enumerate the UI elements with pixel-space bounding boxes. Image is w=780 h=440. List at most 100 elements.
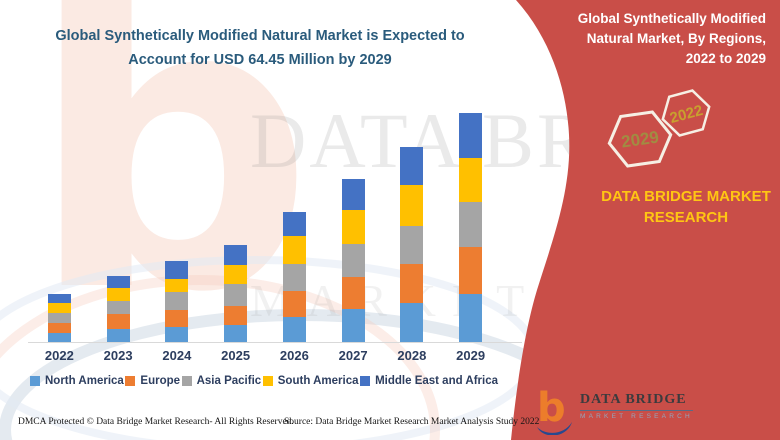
side-panel-title-line3: 2022 to 2029: [685, 51, 766, 66]
segment-north-america-2023: [106, 329, 130, 342]
segment-south-america-2026: [282, 236, 306, 264]
legend-swatch-middle-east-and-africa-icon: [360, 376, 371, 386]
footer-source: Source: Data Bridge Market Research Mark…: [284, 417, 540, 427]
stacked-bar-2026: [282, 211, 306, 342]
legend-item-asia-pacific: Asia Pacific: [181, 375, 262, 387]
footer-copyright: DMCA Protected © Data Bridge Market Rese…: [18, 417, 294, 427]
segment-asia-pacific-2027: [341, 243, 365, 278]
segment-asia-pacific-2023: [106, 300, 130, 314]
legend-swatch-europe-icon: [125, 376, 136, 386]
databridge-logo: b DATA BRIDGE MARKET RESEARCH: [536, 385, 693, 435]
segment-south-america-2022: [47, 303, 71, 314]
x-axis-label-2024: 2024: [162, 348, 192, 363]
segment-europe-2023: [106, 313, 130, 330]
segment-europe-2028: [400, 263, 424, 303]
legend-label-middle-east-and-africa: Middle East and Africa: [375, 375, 498, 387]
segment-north-america-2029: [459, 293, 483, 342]
legend-label-south-america: South America: [277, 375, 359, 387]
bar-group-2027: [324, 108, 383, 342]
bar-group-2022: [30, 108, 89, 342]
segment-asia-pacific-2025: [224, 283, 248, 307]
chart-title-line2: Account for USD 64.45 Million by 2029: [128, 52, 392, 68]
logo-subtitle: MARKET RESEARCH: [580, 410, 693, 420]
segment-north-america-2025: [224, 325, 248, 342]
legend-item-south-america: South America: [262, 375, 359, 387]
segment-europe-2025: [224, 306, 248, 326]
segment-north-america-2022: [47, 332, 71, 342]
bar-group-2028: [383, 108, 442, 342]
stacked-bar-2028: [400, 146, 424, 342]
segment-north-america-2024: [165, 327, 189, 342]
segment-europe-2022: [47, 322, 71, 333]
segment-middle-east-and-africa-2026: [282, 211, 306, 237]
side-panel-title-line1: Global Synthetically Modified: [577, 11, 766, 26]
segment-europe-2024: [165, 310, 189, 328]
segment-south-america-2024: [165, 279, 189, 293]
segment-north-america-2026: [282, 317, 306, 342]
bar-group-2023: [89, 108, 148, 342]
brand-name-text: DATA BRIDGE MARKET RESEARCH: [601, 188, 771, 226]
stacked-bar-2022: [47, 294, 71, 342]
segment-south-america-2029: [459, 157, 483, 203]
legend-swatch-north-america-icon: [30, 376, 40, 386]
segment-asia-pacific-2026: [282, 263, 306, 292]
segment-europe-2029: [459, 247, 483, 294]
stacked-bar-2025: [224, 245, 248, 342]
x-axis-label-2028: 2028: [397, 348, 427, 363]
legend-label-north-america: North America: [45, 375, 124, 387]
bar-group-2029: [441, 108, 500, 342]
side-panel-title: Global Synthetically Modified Natural Ma…: [578, 9, 766, 69]
stacked-bar-2029: [459, 113, 483, 342]
segment-middle-east-and-africa-2022: [47, 294, 71, 304]
svg-text:b: b: [537, 385, 566, 431]
segment-north-america-2027: [341, 309, 365, 342]
x-axis-line: [28, 342, 522, 343]
segment-south-america-2023: [106, 288, 130, 301]
side-panel-title-line2: Natural Market, By Regions,: [586, 31, 766, 46]
x-axis-label-2025: 2025: [221, 348, 251, 363]
legend-item-europe: Europe: [125, 375, 180, 387]
segment-north-america-2028: [400, 302, 424, 342]
segment-middle-east-and-africa-2023: [106, 276, 130, 289]
legend-label-europe: Europe: [140, 375, 181, 387]
segment-asia-pacific-2029: [459, 202, 483, 248]
databridge-logo-mark-icon: b: [537, 385, 572, 435]
chart-title-line1: Global Synthetically Modified Natural Ma…: [55, 28, 465, 44]
segment-europe-2027: [341, 277, 365, 310]
x-axis-label-2026: 2026: [279, 348, 309, 363]
legend-label-asia-pacific: Asia Pacific: [196, 375, 262, 387]
stacked-bar-2023: [106, 276, 130, 342]
chart-legend: North America Europe Asia Pacific South Ame…: [30, 375, 498, 387]
side-panel-background: [511, 0, 780, 440]
chart-title: Global Synthetically Modified Natural Ma…: [30, 24, 490, 72]
segment-asia-pacific-2022: [47, 313, 71, 323]
bar-group-2025: [206, 108, 265, 342]
x-axis-labels: 2022 2023 2024 2025 2026 2027 2028 2029: [30, 348, 500, 363]
segment-europe-2026: [282, 291, 306, 318]
databridge-logo-text: DATA BRIDGE MARKET RESEARCH: [580, 385, 693, 420]
segment-south-america-2027: [341, 210, 365, 244]
x-axis-label-2022: 2022: [44, 348, 74, 363]
stacked-bar-2024: [165, 261, 189, 342]
segment-middle-east-and-africa-2025: [224, 245, 248, 265]
legend-item-north-america: North America: [30, 375, 124, 387]
segment-asia-pacific-2024: [165, 292, 189, 311]
logo-name: DATA BRIDGE: [580, 392, 687, 407]
segment-middle-east-and-africa-2024: [165, 261, 189, 280]
segment-middle-east-and-africa-2028: [400, 146, 424, 186]
x-axis-label-2029: 2029: [456, 348, 486, 363]
stacked-bar-chart: [30, 108, 500, 342]
x-axis-label-2023: 2023: [103, 348, 133, 363]
stacked-bar-2027: [341, 178, 365, 342]
legend-swatch-asia-pacific-icon: [181, 376, 192, 386]
segment-middle-east-and-africa-2029: [459, 113, 483, 158]
segment-south-america-2028: [400, 185, 424, 227]
bar-group-2026: [265, 108, 324, 342]
segment-south-america-2025: [224, 264, 248, 284]
x-axis-label-2027: 2027: [338, 348, 368, 363]
segment-middle-east-and-africa-2027: [341, 178, 365, 211]
legend-swatch-south-america-icon: [262, 376, 273, 386]
segment-asia-pacific-2028: [400, 226, 424, 264]
